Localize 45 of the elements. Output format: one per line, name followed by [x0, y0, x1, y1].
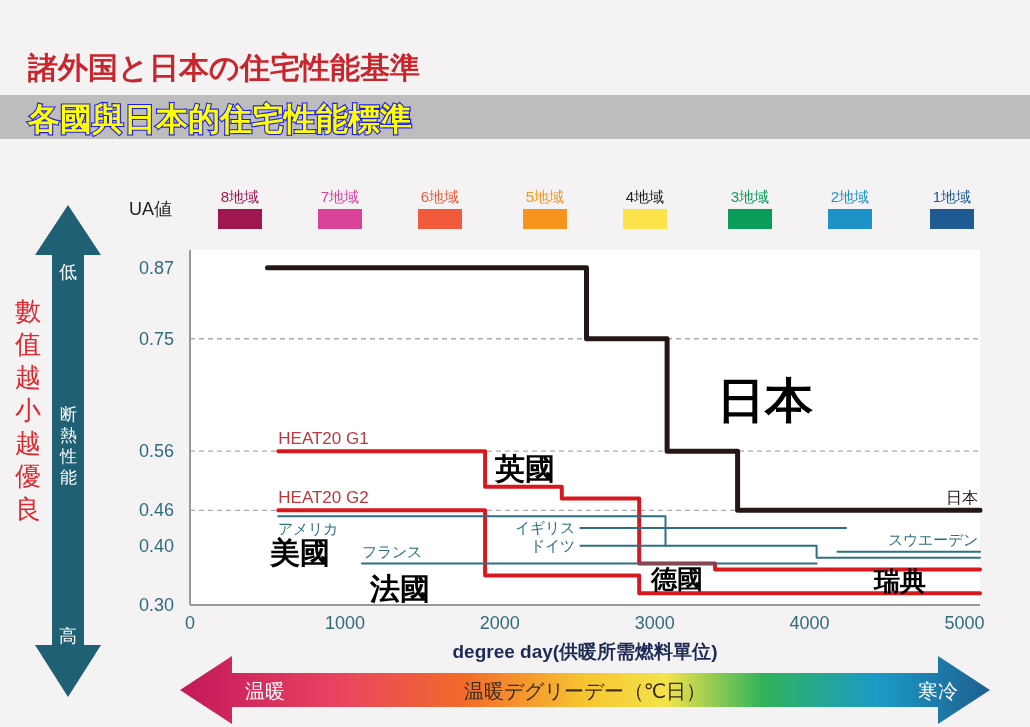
x-tick-label: 2000: [479, 613, 520, 633]
series-label: イギリス: [515, 519, 576, 537]
chart-title: 諸外国と日本の住宅性能基準: [27, 51, 420, 84]
series-label: HEAT20 G1: [278, 429, 369, 449]
text: 2地域: [830, 188, 870, 205]
x-tick-label: 0: [184, 613, 196, 633]
y-tick-label: 0.40: [138, 535, 174, 556]
y-tick-label: 0.46: [138, 500, 174, 521]
text: 1地域: [932, 188, 972, 205]
y-tick-label: 0.87: [138, 257, 174, 278]
x-tick-label: 5000: [944, 613, 985, 633]
series-label: フランス: [361, 542, 422, 560]
annotation: 法國: [369, 572, 430, 605]
y-tick-label: 0.75: [138, 328, 174, 349]
y-axis-title: UA値: [128, 199, 172, 219]
text: 断熱性能: [58, 405, 77, 487]
series-label: スウエーデン: [888, 530, 978, 548]
text: 低: [59, 262, 77, 282]
annotation: 德國: [650, 564, 703, 594]
text: 5地域: [525, 188, 565, 205]
x-tick-label: 4000: [789, 613, 830, 633]
text: 數值越小越優良: [15, 296, 41, 524]
annotation: 英國: [494, 452, 555, 485]
text: 6地域: [420, 188, 460, 205]
text: 4地域: [625, 188, 665, 205]
chart-subtitle: 各國與日本的住宅性能標準: [27, 101, 412, 137]
series-label: ドイツ: [530, 536, 576, 554]
x-tick-label: 1000: [324, 613, 365, 633]
text: 高: [59, 626, 77, 646]
text: 7地域: [320, 188, 360, 205]
annotation: 瑞典: [873, 566, 926, 596]
annotation: 日本: [717, 374, 813, 427]
text: 3地域: [730, 188, 770, 205]
text: 寒冷: [918, 680, 958, 702]
series-label: アメリカ: [278, 520, 339, 538]
text: 温暖デグリーデー（℃日）: [463, 680, 707, 702]
series-label: HEAT20 G2: [278, 488, 369, 508]
text: 温暖: [245, 680, 285, 702]
x-axis-title: degree day(供暖所需燃料單位): [452, 641, 718, 662]
annotation: 美國: [269, 536, 330, 569]
series-label: 日本: [946, 489, 978, 507]
x-tick-label: 3000: [634, 613, 675, 633]
y-tick-label: 0.56: [138, 441, 174, 462]
y-tick-label: 0.30: [138, 595, 174, 615]
text: 8地域: [220, 188, 260, 205]
